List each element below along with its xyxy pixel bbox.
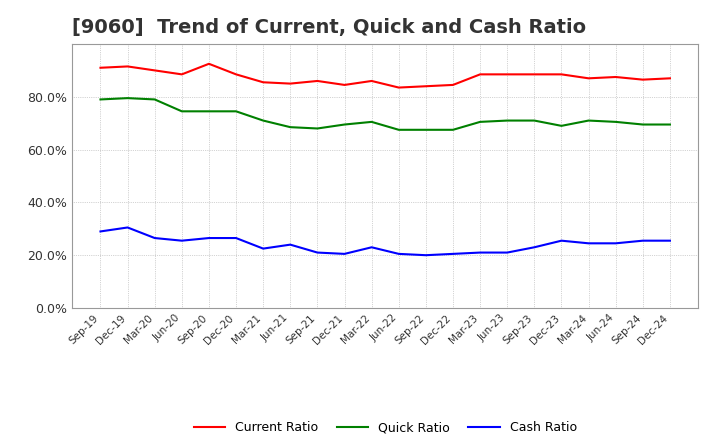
Quick Ratio	[639, 122, 647, 127]
Current Ratio	[123, 64, 132, 69]
Current Ratio	[395, 85, 403, 90]
Quick Ratio	[421, 127, 430, 132]
Cash Ratio	[123, 225, 132, 230]
Cash Ratio	[530, 245, 539, 250]
Cash Ratio	[96, 229, 105, 234]
Current Ratio	[367, 78, 376, 84]
Cash Ratio	[421, 253, 430, 258]
Cash Ratio	[232, 235, 240, 241]
Cash Ratio	[178, 238, 186, 243]
Cash Ratio	[584, 241, 593, 246]
Current Ratio	[150, 68, 159, 73]
Cash Ratio	[639, 238, 647, 243]
Current Ratio	[639, 77, 647, 82]
Cash Ratio	[259, 246, 268, 251]
Cash Ratio	[476, 250, 485, 255]
Current Ratio	[232, 72, 240, 77]
Current Ratio	[530, 72, 539, 77]
Current Ratio	[96, 65, 105, 70]
Current Ratio	[449, 82, 457, 88]
Cash Ratio	[449, 251, 457, 257]
Quick Ratio	[341, 122, 349, 127]
Quick Ratio	[313, 126, 322, 131]
Current Ratio	[204, 61, 213, 66]
Text: [9060]  Trend of Current, Quick and Cash Ratio: [9060] Trend of Current, Quick and Cash …	[72, 18, 586, 37]
Current Ratio	[584, 76, 593, 81]
Current Ratio	[286, 81, 294, 86]
Quick Ratio	[557, 123, 566, 128]
Quick Ratio	[232, 109, 240, 114]
Quick Ratio	[259, 118, 268, 123]
Quick Ratio	[665, 122, 674, 127]
Quick Ratio	[476, 119, 485, 125]
Cash Ratio	[611, 241, 620, 246]
Quick Ratio	[611, 119, 620, 125]
Current Ratio	[557, 72, 566, 77]
Cash Ratio	[395, 251, 403, 257]
Current Ratio	[611, 74, 620, 80]
Quick Ratio	[584, 118, 593, 123]
Current Ratio	[178, 72, 186, 77]
Quick Ratio	[178, 109, 186, 114]
Cash Ratio	[313, 250, 322, 255]
Cash Ratio	[341, 251, 349, 257]
Current Ratio	[313, 78, 322, 84]
Cash Ratio	[557, 238, 566, 243]
Line: Current Ratio: Current Ratio	[101, 64, 670, 88]
Quick Ratio	[286, 125, 294, 130]
Legend: Current Ratio, Quick Ratio, Cash Ratio: Current Ratio, Quick Ratio, Cash Ratio	[189, 416, 582, 439]
Quick Ratio	[449, 127, 457, 132]
Current Ratio	[259, 80, 268, 85]
Quick Ratio	[530, 118, 539, 123]
Current Ratio	[421, 84, 430, 89]
Line: Cash Ratio: Cash Ratio	[101, 227, 670, 255]
Quick Ratio	[503, 118, 511, 123]
Quick Ratio	[204, 109, 213, 114]
Cash Ratio	[367, 245, 376, 250]
Line: Quick Ratio: Quick Ratio	[101, 98, 670, 130]
Quick Ratio	[367, 119, 376, 125]
Current Ratio	[665, 76, 674, 81]
Cash Ratio	[204, 235, 213, 241]
Cash Ratio	[150, 235, 159, 241]
Current Ratio	[476, 72, 485, 77]
Current Ratio	[341, 82, 349, 88]
Quick Ratio	[96, 97, 105, 102]
Cash Ratio	[665, 238, 674, 243]
Cash Ratio	[503, 250, 511, 255]
Quick Ratio	[123, 95, 132, 101]
Current Ratio	[503, 72, 511, 77]
Quick Ratio	[150, 97, 159, 102]
Quick Ratio	[395, 127, 403, 132]
Cash Ratio	[286, 242, 294, 247]
